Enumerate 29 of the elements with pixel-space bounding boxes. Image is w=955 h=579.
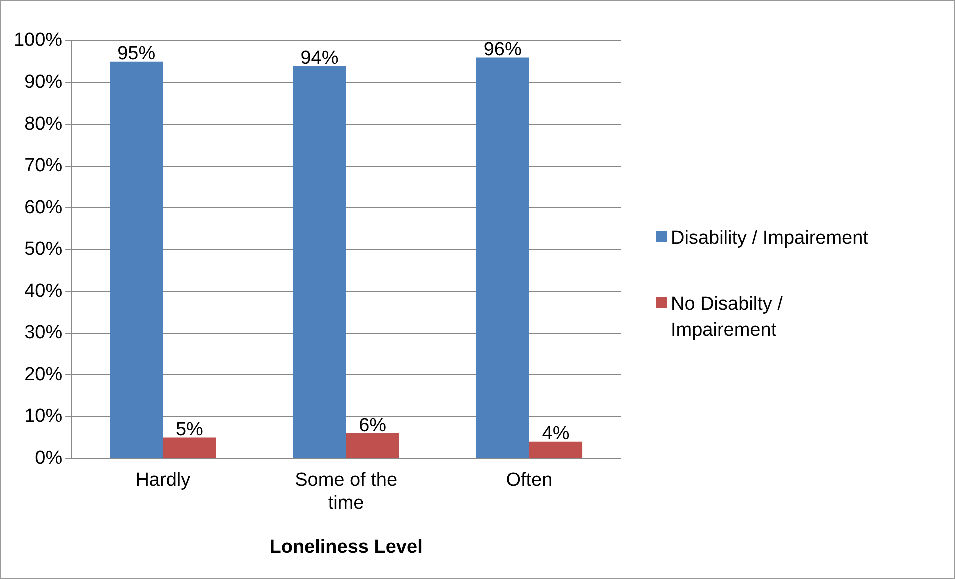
- y-tick-label: 80%: [24, 114, 63, 135]
- legend-label: Disability / Impairement: [671, 227, 870, 251]
- y-tick-label: 90%: [24, 72, 63, 93]
- y-tick-label: 20%: [24, 364, 63, 386]
- bar: [293, 66, 346, 458]
- legend-label: No Disabilty / Impairement: [671, 293, 784, 343]
- data-label: 95%: [118, 44, 156, 65]
- y-tick-label: 50%: [24, 239, 63, 260]
- bar: [476, 58, 530, 458]
- x-tick-label: Some of the time: [295, 470, 398, 514]
- data-label: 96%: [484, 39, 522, 60]
- bar: [346, 434, 400, 458]
- data-label: 6%: [359, 415, 387, 436]
- y-tick-label: 30%: [24, 322, 63, 344]
- data-label: 94%: [300, 48, 339, 69]
- x-tick-label: Often: [506, 470, 553, 492]
- x-tick-label: Hardly: [136, 470, 192, 492]
- bar: [163, 438, 216, 458]
- bar: [110, 62, 164, 458]
- y-tick-label: 70%: [24, 156, 63, 177]
- data-label: 4%: [542, 424, 570, 445]
- y-tick-label: 10%: [24, 406, 63, 428]
- y-tick-label: 40%: [24, 280, 63, 302]
- y-tick-label: 60%: [24, 197, 63, 218]
- y-tick-label: 100%: [14, 30, 63, 52]
- y-tick-label: 0%: [35, 448, 63, 469]
- bar: [529, 442, 583, 458]
- x-axis-title: Loneliness Level: [270, 536, 423, 558]
- data-label: 5%: [176, 419, 204, 440]
